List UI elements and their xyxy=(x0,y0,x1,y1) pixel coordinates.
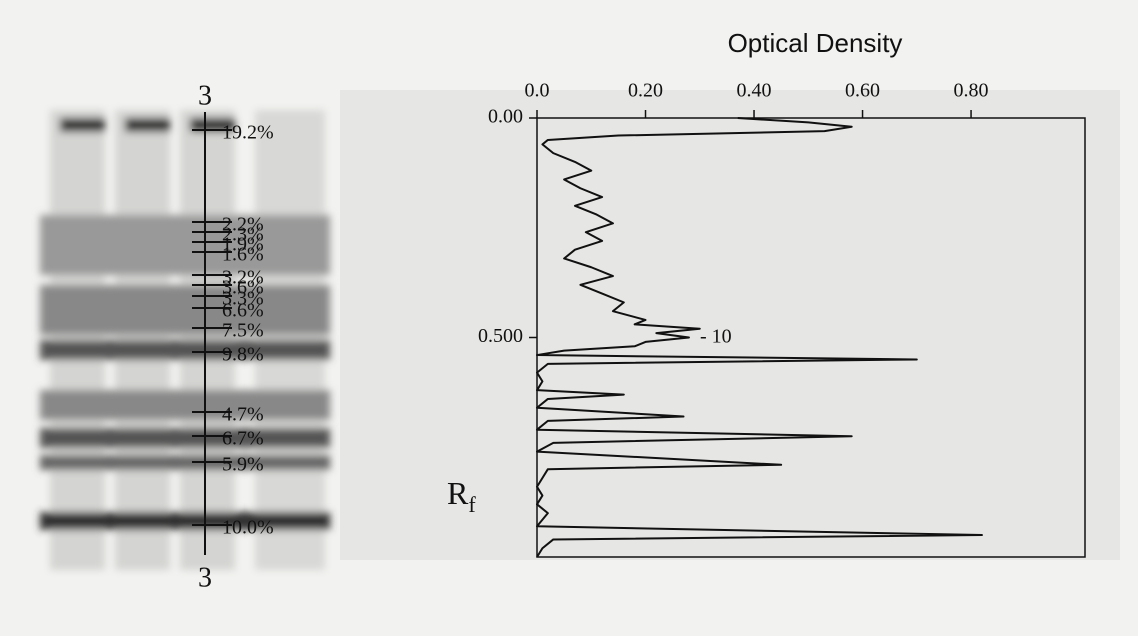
band-label: 2.2% xyxy=(222,214,264,236)
band-label: 2.3% xyxy=(222,224,264,246)
x-tick-label: 0.0 xyxy=(525,80,550,102)
band-label: 5.9% xyxy=(222,454,264,476)
gel-bottom-label: 3 xyxy=(198,562,212,593)
y-label-subscript: f xyxy=(468,492,476,517)
band-label: 6.7% xyxy=(222,428,264,450)
x-tick-label: 0.20 xyxy=(628,80,663,102)
band-label: 3.6% xyxy=(222,277,264,299)
annotation: - 10 xyxy=(700,326,732,348)
band-label: 10.0% xyxy=(222,517,274,539)
y-axis-label: Rf xyxy=(447,475,476,517)
x-tick-label: 0.60 xyxy=(845,80,880,102)
y-tick-label: 0.00 xyxy=(488,106,523,128)
band-label: 1.9% xyxy=(222,234,264,256)
band-label: 6.6% xyxy=(222,300,264,322)
x-tick-label: 0.80 xyxy=(954,80,989,102)
x-tick-label: 0.40 xyxy=(737,80,772,102)
band-label: 19.2% xyxy=(222,122,274,144)
y-label-base: R xyxy=(447,475,469,511)
band-label: 9.8% xyxy=(222,344,264,366)
band-label: 3.2% xyxy=(222,267,264,289)
band-label: 4.7% xyxy=(222,404,264,426)
band-label: 1.6% xyxy=(222,244,264,266)
panel-shade xyxy=(340,90,1120,560)
band-label: 3.3% xyxy=(222,288,264,310)
y-tick-label: 0.500 xyxy=(478,325,523,347)
band-label: 7.5% xyxy=(222,320,264,342)
gel-top-label: 3 xyxy=(198,80,212,111)
chart-title: Optical Density xyxy=(728,28,903,58)
gel-lanes xyxy=(40,110,330,570)
density-trace xyxy=(536,117,983,558)
